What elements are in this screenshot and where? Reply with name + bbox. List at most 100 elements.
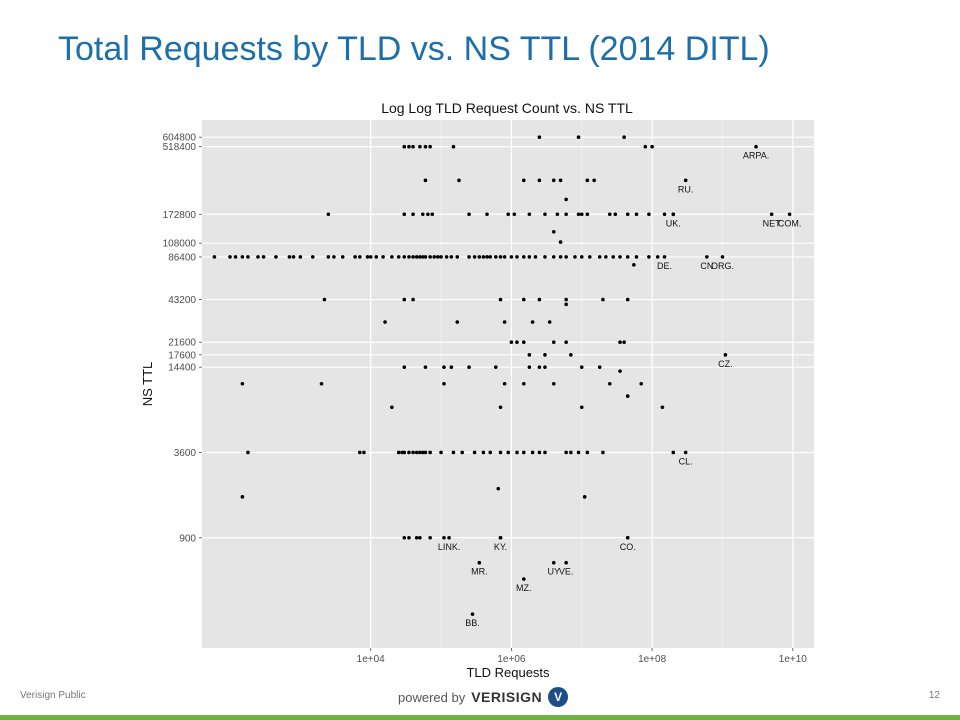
data-point [414,535,419,540]
point-label: UK. [666,218,681,228]
data-point [228,255,232,259]
data-point [418,255,422,259]
data-point [467,212,471,217]
point-label: CL. [679,456,693,466]
data-point [509,340,514,345]
data-point [310,255,315,259]
data-point [332,255,336,259]
data-point [319,381,324,386]
data-point [515,340,519,345]
data-point [402,255,407,259]
data-point [515,255,519,259]
data-point [564,297,568,302]
data-point [625,297,630,302]
data-point [506,212,510,217]
data-point [611,255,616,259]
data-point [647,212,651,217]
verisign-logo-icon: V [548,687,569,707]
data-point [418,144,422,149]
data-point [543,450,547,455]
data-point [460,450,465,455]
data-point [423,450,428,455]
data-point [368,255,373,259]
labeled-data-point [447,535,451,540]
data-point [411,450,415,455]
brand-name: VERISIGN [471,689,543,705]
data-point [496,486,501,491]
point-label: RU. [678,184,694,194]
data-point [322,297,327,302]
data-point [592,178,596,183]
data-point [613,212,618,217]
chart-title: Log Log TLD Request Count vs. NS TTL [381,100,633,116]
data-point [381,255,385,259]
data-point [625,212,630,217]
data-point [455,255,460,259]
y-tick-label: 86400 [168,252,196,263]
x-tick-label: 1e+10 [779,654,808,665]
data-point [564,340,568,345]
data-point [537,297,542,302]
data-point [579,405,584,410]
data-point [420,255,425,259]
data-point [660,405,665,410]
data-point [488,450,493,455]
data-point [402,365,407,369]
data-point [498,297,503,302]
data-point [601,297,605,302]
data-point [527,255,532,259]
data-point [467,365,471,369]
data-point [396,255,401,259]
data-point [428,535,432,540]
data-point [402,144,407,149]
labeled-data-point [662,255,667,259]
data-point [240,381,245,386]
data-point [521,340,526,345]
data-point [428,144,432,149]
data-point [411,255,415,259]
labeled-data-point [551,560,556,565]
data-point [604,255,608,259]
data-point [287,255,292,259]
data-point [485,255,489,259]
point-label: UY [548,567,561,577]
slide-title: Total Requests by TLD vs. NS TTL (2014 D… [58,30,770,68]
y-tick-label: 604800 [163,133,197,144]
y-tick-label: 900 [179,533,196,544]
data-point [506,450,510,455]
y-tick-label: 43200 [168,295,196,306]
footer-classification: Verisign Public [20,690,86,701]
data-point [212,255,217,259]
labeled-data-point [787,212,792,217]
point-label: ORG. [711,261,734,271]
data-point [502,381,507,386]
data-point [449,255,454,259]
data-point [396,450,401,455]
data-point [537,135,542,140]
data-point [418,450,422,455]
point-label: KY. [494,542,507,552]
data-point [494,365,498,369]
data-point [420,450,425,455]
data-point [472,450,477,455]
data-point [521,178,526,183]
data-point [418,535,422,540]
data-point [498,405,503,410]
data-point [558,178,563,183]
labeled-data-point [754,144,758,149]
data-point [246,255,250,259]
data-point [485,212,489,217]
data-point [502,320,507,324]
data-point [358,255,362,259]
x-tick-label: 1e+06 [497,654,526,665]
data-point [449,365,454,369]
data-point [498,255,503,259]
data-point [358,450,362,455]
data-point [585,212,590,217]
y-tick-label: 17600 [168,350,196,361]
data-point [564,212,568,217]
page-number: 12 [928,690,940,701]
point-label: CO. [620,542,636,552]
data-point [423,178,428,183]
